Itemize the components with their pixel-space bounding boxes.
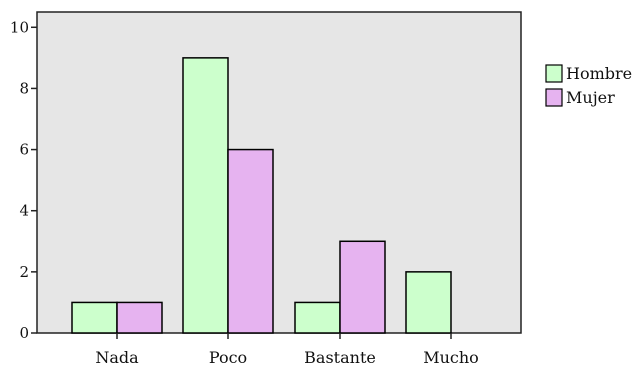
x-tick-label: Bastante <box>304 348 376 367</box>
legend: Hombre Mujer <box>545 64 632 107</box>
x-tick-label: Nada <box>95 348 139 367</box>
bar-hombre-nada <box>71 301 118 334</box>
x-tick-label: Mucho <box>423 348 479 367</box>
x-axis: Nada Poco Bastante Mucho <box>95 333 479 367</box>
bar-hombre-bastante <box>294 301 341 334</box>
bar-mujer-nada <box>116 301 163 334</box>
bars-group <box>71 57 452 334</box>
legend-swatch-hombre <box>545 64 563 83</box>
bar-hombre-poco <box>182 57 229 334</box>
legend-label-mujer: Mujer <box>566 88 615 107</box>
bar-mujer-bastante <box>339 240 386 334</box>
y-tick-label: 6 <box>19 141 29 159</box>
y-tick-label: 8 <box>19 79 29 97</box>
bar-mujer-poco <box>227 148 274 334</box>
y-tick-label: 4 <box>19 202 29 220</box>
legend-swatch-mujer <box>545 88 563 107</box>
y-tick-label: 2 <box>19 263 29 281</box>
y-axis: 0 2 4 6 8 10 <box>10 18 37 342</box>
bar-hombre-mucho <box>405 271 452 334</box>
y-tick-label: 0 <box>19 324 29 342</box>
legend-label-hombre: Hombre <box>566 64 632 83</box>
y-tick-label: 10 <box>10 18 29 36</box>
x-tick-label: Poco <box>209 348 247 367</box>
